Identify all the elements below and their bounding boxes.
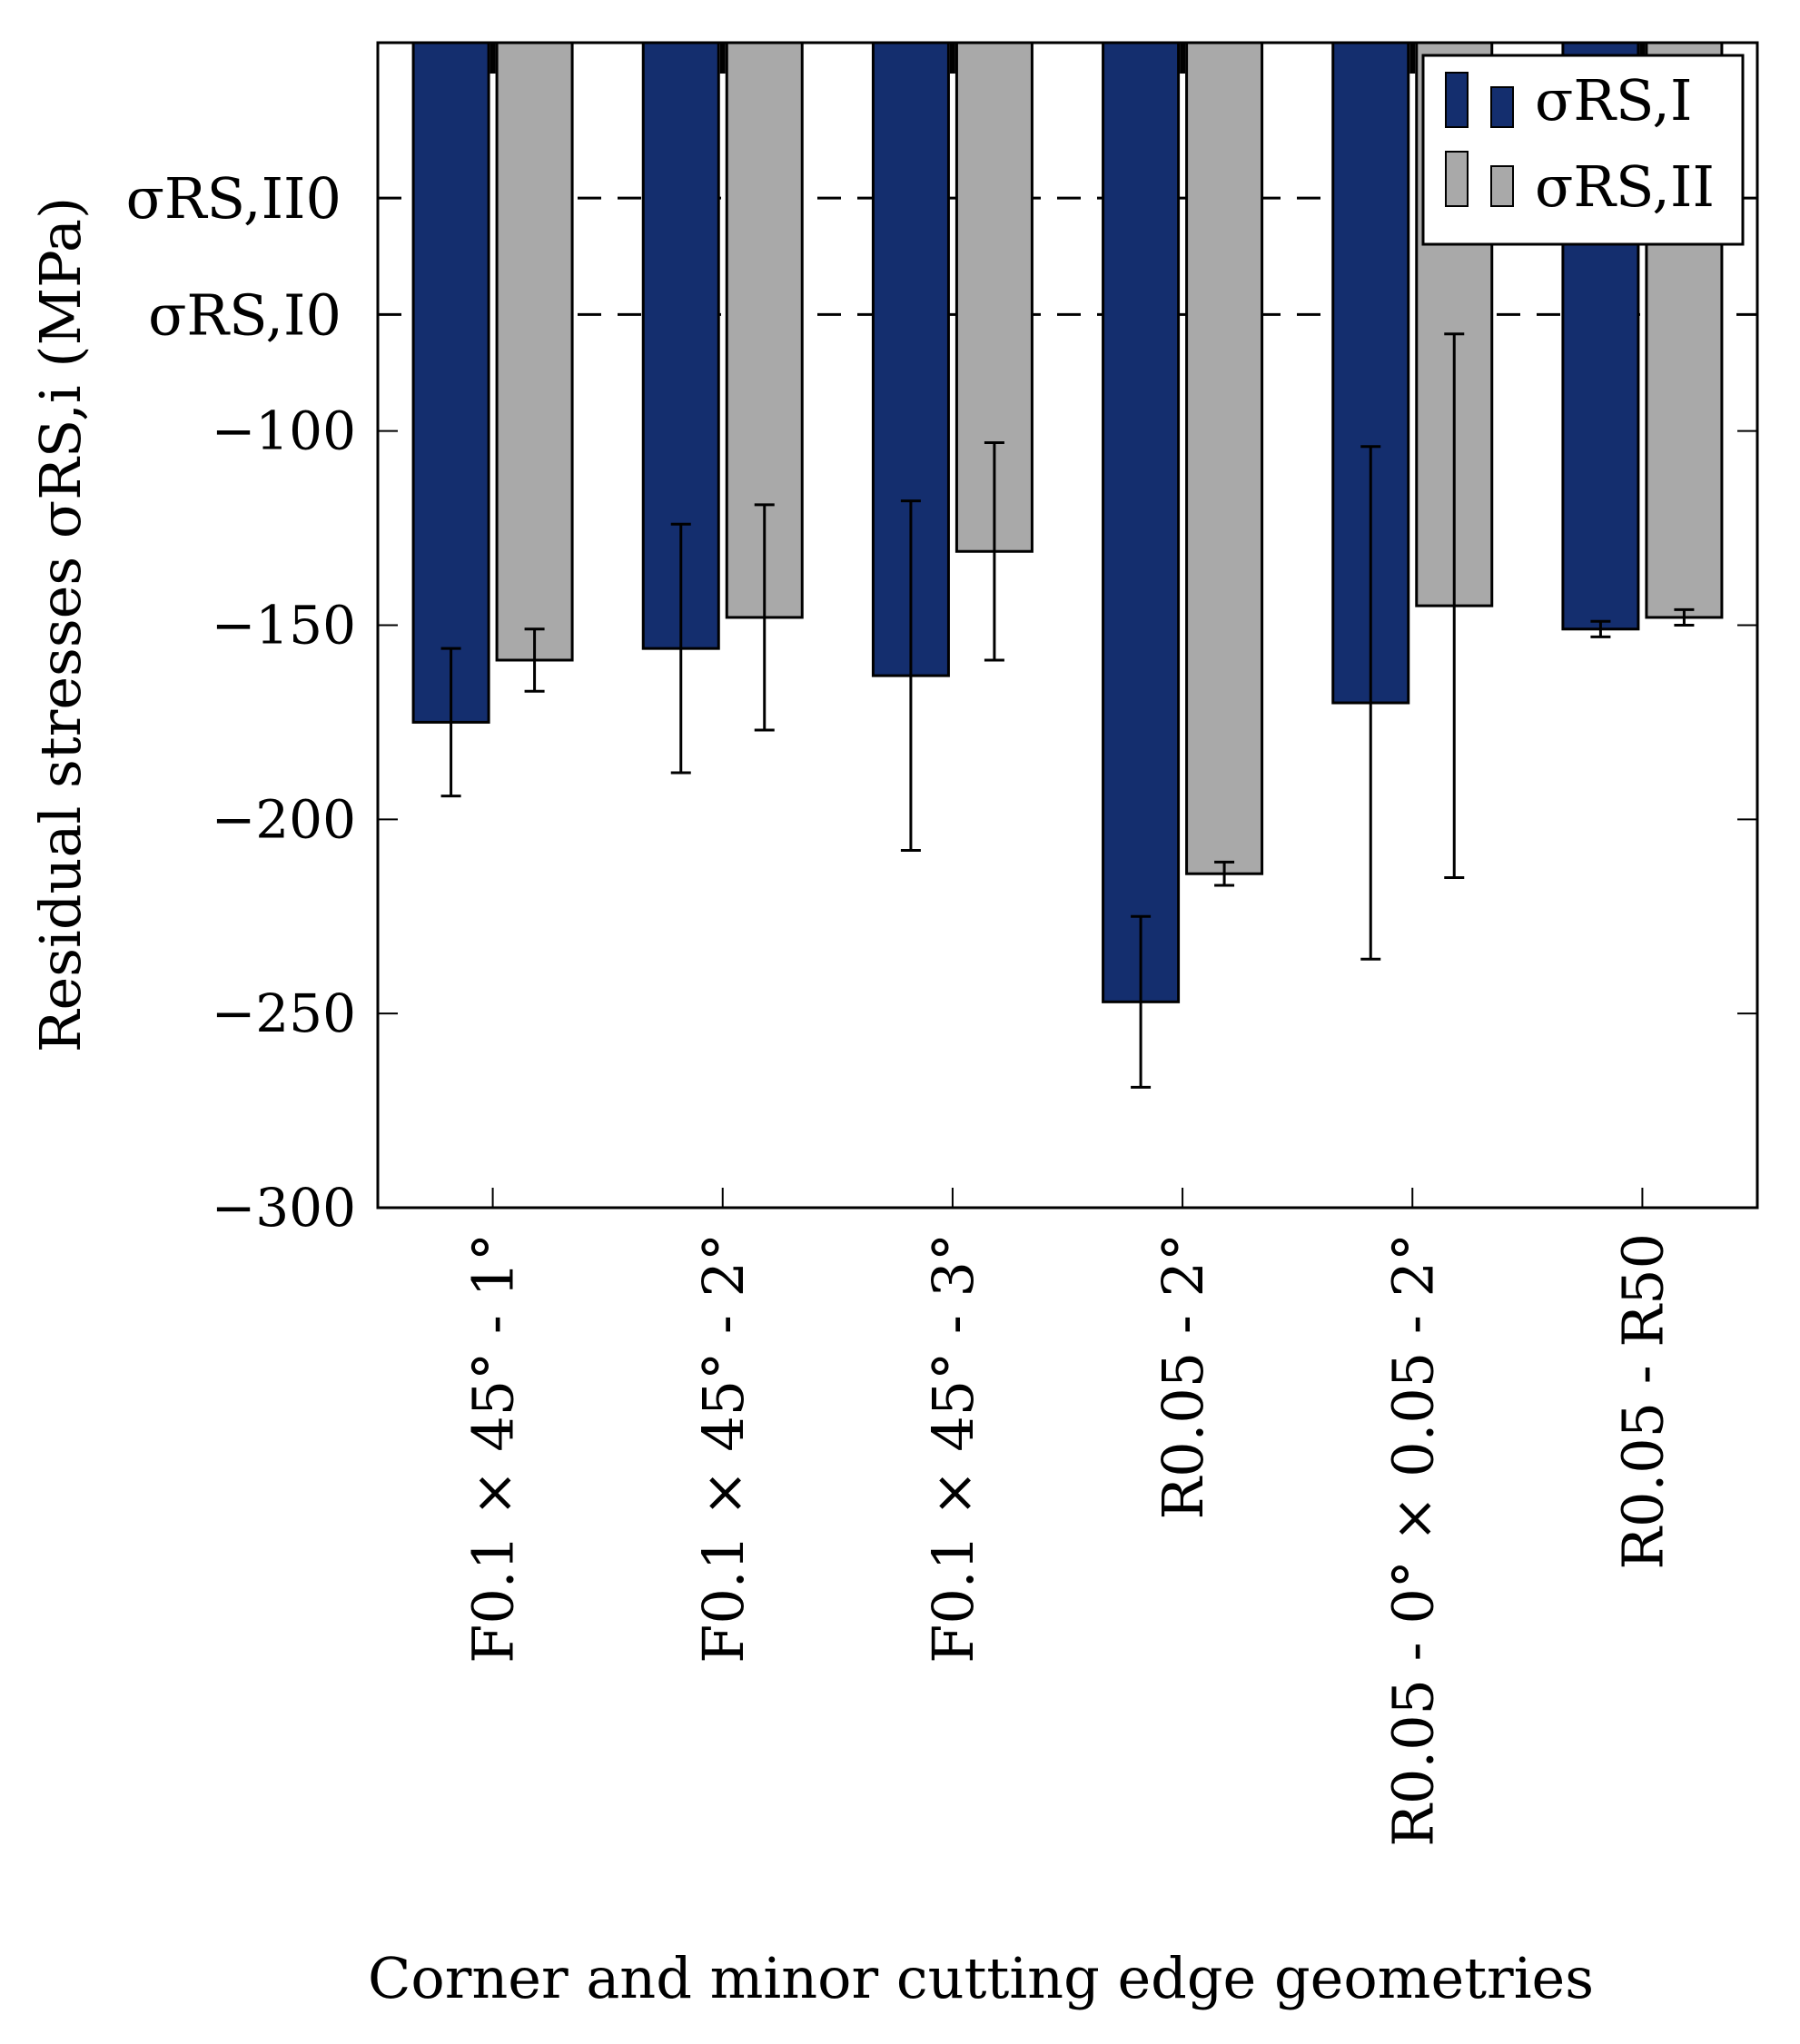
legend-swatch-sigma-rs-ii-b	[1490, 165, 1514, 207]
y-tick-label-1: −150	[212, 595, 356, 657]
x-tick-label-4: R0.05 - 0° × 0.05 - 2°	[1380, 1233, 1446, 1847]
legend-item-sigma-rs-i: σRS,I	[1445, 67, 1692, 133]
legend-swatch-sigma-rs-ii-a	[1445, 151, 1469, 207]
legend: σRS,I σRS,II	[1421, 54, 1745, 246]
x-tick-label-5: R0.05 - R50	[1609, 1233, 1676, 1570]
y-tick-label-2: −200	[212, 788, 356, 850]
x-axis: F0.1 × 45° - 1° F0.1 × 45° - 2° F0.1 × 45°…	[460, 43, 1676, 1847]
x-tick-label-0: F0.1 × 45° - 1°	[460, 1233, 527, 1664]
bar-s1-c0	[495, 41, 574, 662]
bar-s0-c3	[1102, 41, 1181, 1003]
legend-item-sigma-rs-ii: σRS,II	[1445, 151, 1715, 220]
y-tick-label-3: −250	[212, 983, 356, 1044]
legend-swatch-sigma-rs-i-b	[1490, 86, 1514, 128]
x-tick-label-2: F0.1 × 45° - 3°	[920, 1233, 986, 1664]
reference-line-label-0: σRS,II0	[126, 165, 341, 232]
y-axis-label: Residual stresses σRS,i (MPa)	[27, 197, 94, 1052]
x-tick-label-1: F0.1 × 45° - 2°	[690, 1233, 757, 1664]
bar-s0-c0	[411, 41, 490, 724]
x-axis-label: Corner and minor cutting edge geometries	[368, 1945, 1594, 2011]
y-tick-label-4: −300	[212, 1177, 356, 1239]
y-tick-label-0: −100	[212, 400, 356, 462]
bar-s0-c4	[1331, 41, 1410, 705]
legend-label-sigma-rs-i: σRS,I	[1535, 67, 1692, 133]
legend-label-sigma-rs-ii: σRS,II	[1535, 153, 1715, 220]
y-axis: −100 −150 −200 −250 −300	[212, 197, 1757, 1239]
legend-swatch-sigma-rs-i-a	[1445, 72, 1469, 128]
reference-line-labels: σRS,II0 σRS,I0	[126, 165, 341, 348]
bar-s1-c3	[1185, 41, 1264, 875]
reference-line-label-1: σRS,I0	[148, 281, 341, 348]
legend-box	[1421, 54, 1745, 246]
x-tick-label-3: R0.05 - 2°	[1150, 1233, 1216, 1520]
